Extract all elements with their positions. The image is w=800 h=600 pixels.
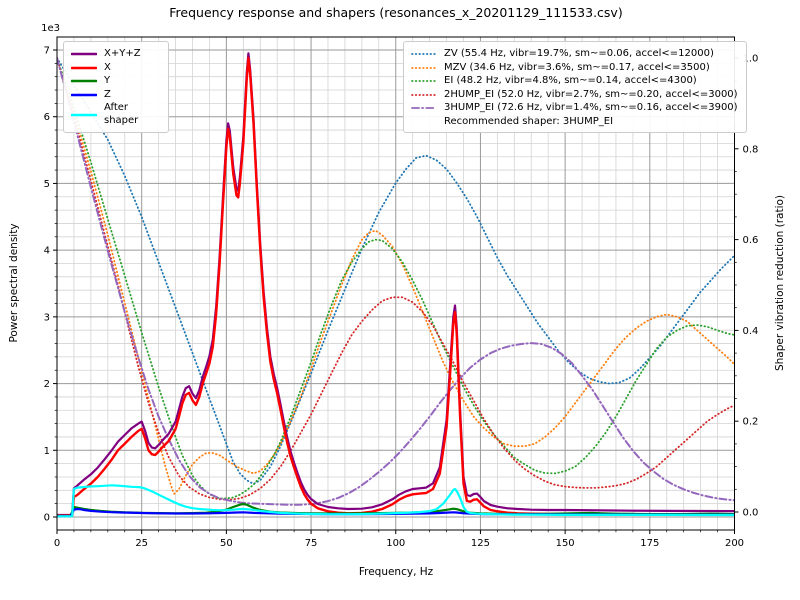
- axis-ticks: 0 25 50 75 100 125 150 175 200 0 1 2 3 4 5 6 7 0.0 0.2 0.4 0…: [44, 46, 759, 550]
- legend-entry: Z: [71, 89, 160, 102]
- legend-line-swatch: [71, 52, 97, 56]
- x-tick-label: 75: [305, 538, 318, 549]
- y-right-tick-label: 0.2: [743, 417, 759, 428]
- legend-line-swatch: [71, 79, 97, 83]
- x-tick-label: 100: [386, 538, 405, 549]
- legend-label: 2HUMP_EI (52.0 Hz, vibr=2.7%, sm~=0.20, …: [444, 88, 738, 100]
- y-left-tick-label: 4: [44, 246, 50, 257]
- legend-line-swatch: [71, 113, 97, 116]
- x-tick-label: 0: [54, 538, 60, 549]
- y-left-tick-label: 1: [44, 446, 50, 457]
- y-left-tick-label: 2: [44, 379, 50, 390]
- series-2hump_ei-line: [57, 57, 735, 501]
- series-after-shaper-line: [57, 484, 735, 518]
- y-right-tick-label: 0.8: [743, 144, 759, 155]
- legend-entry: ZV (55.4 Hz, vibr=19.7%, sm~=0.06, accel…: [411, 48, 738, 61]
- y-right-tick-label: 0.6: [743, 235, 759, 246]
- legend-line-swatch: [411, 93, 437, 96]
- legend-label: X+Y+Z: [104, 48, 141, 59]
- y-left-tick-label: 0: [44, 513, 50, 524]
- y-right-tick-label: 1.0: [743, 54, 759, 65]
- y-left-tick-label: 5: [44, 179, 50, 190]
- legend-label: After shaper: [104, 102, 139, 126]
- legend-line-swatch: [71, 93, 97, 97]
- x-tick-label: 175: [640, 538, 659, 549]
- legend-entry: X: [71, 62, 160, 75]
- chart-title: Frequency response and shapers (resonanc…: [169, 5, 622, 20]
- legend-entry: MZV (34.6 Hz, vibr=3.6%, sm~=0.17, accel…: [411, 62, 738, 75]
- legend-entry: Y: [71, 75, 160, 88]
- legend-entry: X+Y+Z: [71, 48, 160, 61]
- y-left-axis-label: Power spectral density: [8, 223, 20, 342]
- x-tick-label: 50: [220, 538, 233, 549]
- legend-shapers: ZV (55.4 Hz, vibr=19.7%, sm~=0.06, accel…: [403, 41, 747, 133]
- y-left-offset-text: 1e3: [41, 23, 60, 34]
- y-left-tick-label: 3: [44, 312, 50, 323]
- legend-label: X: [104, 61, 111, 73]
- legend-label: MZV (34.6 Hz, vibr=3.6%, sm~=0.17, accel…: [444, 61, 710, 73]
- legend-label: Y: [104, 75, 111, 86]
- legend-label: 3HUMP_EI (72.6 Hz, vibr=1.4%, sm~=0.16, …: [444, 102, 738, 113]
- legend-line-swatch: [411, 53, 437, 56]
- series-3hump_ei-line: [57, 57, 735, 506]
- legend-psd: X+Y+Z X Y Z After shaper: [63, 41, 169, 133]
- series-x-line: [57, 56, 735, 517]
- y-right-axis-label: Shaper vibration reduction (ratio): [774, 195, 786, 371]
- x-tick-label: 200: [725, 538, 744, 549]
- legend-label: Z: [104, 88, 111, 100]
- x-tick-label: 125: [471, 538, 490, 549]
- legend-entry: EI (48.2 Hz, vibr=4.8%, sm~=0.14, accel<…: [411, 75, 738, 88]
- legend-line-swatch: [71, 66, 97, 70]
- legend-entry: After shaper: [71, 102, 160, 127]
- y-left-tick-label: 6: [44, 112, 50, 123]
- legend-recommended-shaper: Recommended shaper: 3HUMP_EI: [444, 115, 614, 127]
- x-tick-label: 150: [556, 538, 575, 549]
- legend-entry: 2HUMP_EI (52.0 Hz, vibr=2.7%, sm~=0.20, …: [411, 89, 738, 102]
- legend-label: ZV (55.4 Hz, vibr=19.7%, sm~=0.06, accel…: [444, 48, 714, 59]
- plot-series: [57, 52, 735, 518]
- x-axis-label: Frequency, Hz: [359, 566, 434, 578]
- legend-line-swatch: [411, 80, 437, 83]
- legend-line-swatch: [411, 66, 437, 69]
- y-right-tick-label: 0.0: [743, 508, 759, 519]
- y-left-tick-label: 7: [44, 46, 50, 57]
- series-zv-line: [57, 57, 735, 485]
- series-mzv-line: [57, 57, 735, 495]
- legend-line-swatch: [411, 107, 437, 110]
- y-right-tick-label: 0.4: [743, 326, 759, 337]
- legend-label: EI (48.2 Hz, vibr=4.8%, sm~=0.14, accel<…: [444, 75, 697, 86]
- legend-entry: 3HUMP_EI (72.6 Hz, vibr=1.4%, sm~=0.16, …: [411, 102, 738, 115]
- x-tick-label: 25: [135, 538, 148, 549]
